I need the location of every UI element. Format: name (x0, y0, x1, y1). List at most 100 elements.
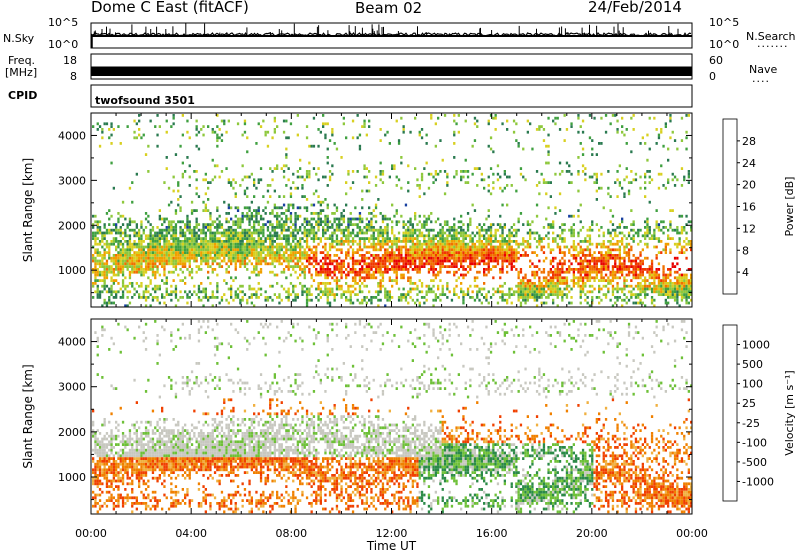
heat-cell (483, 245, 486, 249)
heat-cell (414, 251, 417, 254)
heat-cell (282, 119, 286, 123)
heat-cell (584, 259, 587, 263)
heat-cell (287, 136, 290, 140)
heat-cell (161, 231, 164, 235)
heat-cell (407, 251, 410, 254)
heat-cell (508, 245, 511, 249)
heat-cell (379, 231, 382, 235)
heat-cell (545, 181, 548, 184)
heat-cell (432, 237, 435, 240)
heat-cell (218, 248, 221, 252)
heat-cell (335, 293, 339, 296)
heat-cell (209, 234, 212, 238)
heat-cell (294, 251, 297, 254)
heat-cell (368, 212, 371, 215)
heat-cell (471, 242, 474, 246)
heat-cell (92, 214, 95, 218)
heat-cell (271, 240, 274, 243)
heat-cell (591, 296, 594, 299)
heat-cell (462, 290, 465, 294)
heat-cell (305, 220, 309, 224)
heat-cell (184, 240, 187, 243)
heat-cell (538, 279, 541, 282)
heat-cell (303, 234, 306, 238)
heat-cell (388, 245, 391, 249)
heat-cell (294, 265, 297, 268)
heat-cell (420, 136, 424, 140)
heat-cell (372, 256, 375, 260)
heat-cell (374, 214, 378, 218)
heat-cell (342, 265, 345, 268)
heat-cell (483, 223, 486, 226)
heat-cell (142, 256, 145, 260)
heat-cell (230, 290, 233, 294)
heat-cell (437, 217, 440, 221)
heat-cell (225, 217, 228, 221)
heat-cell (607, 254, 610, 257)
heat-cell (276, 242, 279, 246)
heat-cell (494, 234, 497, 238)
heat-cell (432, 234, 435, 238)
heat-cell (506, 128, 509, 131)
heat-cell (517, 290, 520, 294)
heat-cell (637, 287, 640, 291)
heat-cell (391, 226, 394, 229)
heat-cell (278, 296, 281, 299)
heat-cell (154, 248, 157, 252)
heat-cell (299, 265, 302, 268)
heat-cell (305, 223, 309, 226)
heat-cell (308, 259, 311, 263)
heat-cell (243, 192, 247, 196)
heat-cell (317, 287, 320, 291)
heat-cell (273, 130, 276, 134)
heat-cell (303, 273, 306, 277)
heat-cell (179, 259, 182, 263)
heat-cell (510, 268, 513, 271)
heat-cell (591, 290, 594, 294)
heat-cell (556, 293, 559, 296)
heat-cell (420, 296, 424, 299)
heat-cell (416, 248, 419, 252)
heat-cell (140, 284, 143, 288)
heat-cell (630, 116, 633, 120)
heat-cell (278, 214, 281, 218)
heat-cell (190, 248, 194, 252)
heat-cell (105, 284, 109, 288)
heat-cell (315, 262, 318, 266)
heat-cell (581, 259, 585, 263)
heat-cell (388, 240, 391, 243)
heat-cell (103, 226, 106, 229)
heat-cell (404, 254, 408, 257)
heat-cell (305, 256, 309, 260)
heat-cell (264, 259, 267, 263)
heat-cell (512, 290, 516, 294)
heat-cell (602, 268, 605, 271)
heat-cell (556, 287, 559, 291)
heat-cell (625, 301, 628, 305)
heat-cell (154, 256, 157, 260)
heat-cell (558, 248, 562, 252)
heat-cell (305, 136, 309, 140)
heat-cell (627, 284, 631, 288)
heat-cell (195, 240, 198, 243)
heat-cell (434, 122, 437, 126)
heat-cell (407, 262, 410, 266)
heat-cell (443, 293, 447, 296)
heat-cell (340, 273, 343, 277)
heat-cell (600, 270, 603, 274)
heat-cell (280, 262, 283, 266)
heat-cell (110, 242, 113, 246)
heat-cell (480, 172, 483, 176)
nave-tick-top: 60 (709, 54, 723, 67)
heat-cell (149, 223, 152, 226)
heat-cell (271, 245, 274, 249)
heat-cell (558, 245, 562, 249)
heat-cell (296, 256, 299, 260)
heat-cell (572, 282, 575, 285)
heat-cell (333, 212, 336, 215)
heat-cell (476, 262, 479, 266)
heat-cell (195, 248, 198, 252)
heat-cell (639, 268, 642, 271)
heat-cell (650, 237, 654, 240)
heat-cell (519, 282, 523, 285)
